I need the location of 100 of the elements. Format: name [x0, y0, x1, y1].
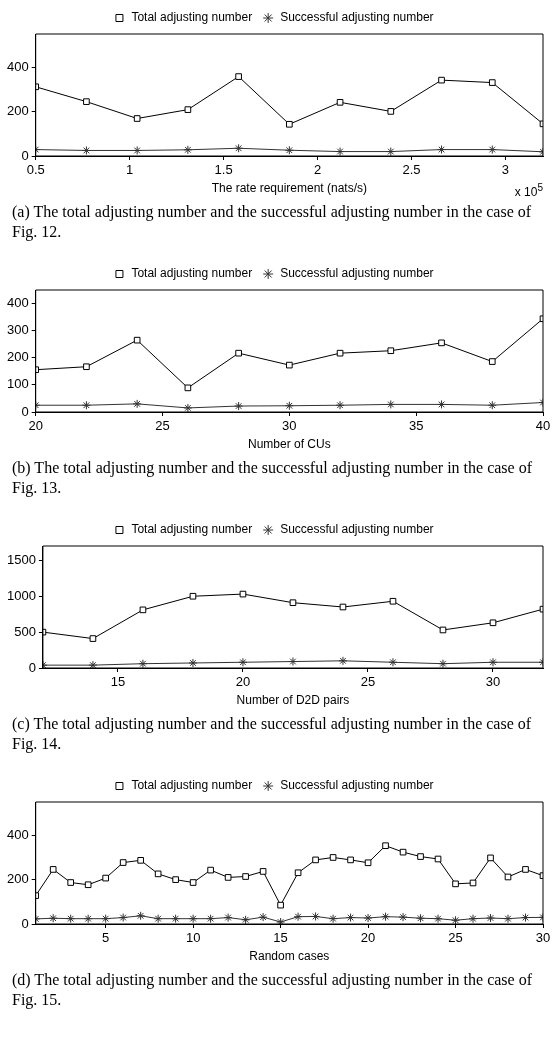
- x-tick-label: 1.5: [214, 162, 233, 178]
- point: [67, 879, 75, 886]
- x-tick-label: 2.5: [402, 162, 421, 178]
- point: [132, 399, 142, 409]
- point: [84, 881, 92, 889]
- x-tick-label: 2: [313, 162, 322, 178]
- point: [438, 339, 445, 347]
- point: [437, 145, 447, 155]
- point: [364, 859, 372, 867]
- legend-label: Total adjusting number: [131, 778, 253, 793]
- point: [119, 859, 127, 866]
- point: [346, 913, 356, 923]
- point: [289, 599, 297, 607]
- point: [189, 592, 197, 600]
- point: [452, 880, 459, 888]
- point: [399, 848, 407, 856]
- point: [347, 856, 354, 864]
- point: [101, 914, 111, 924]
- point: [386, 399, 396, 409]
- point: [469, 879, 477, 887]
- point: [286, 120, 293, 128]
- x-tick-label: 25: [360, 674, 376, 690]
- point: [286, 361, 293, 369]
- point: [89, 635, 97, 642]
- legend-label: Successful adjusting number: [280, 778, 434, 793]
- point: [439, 626, 447, 634]
- point: [288, 657, 298, 667]
- point: [294, 869, 302, 877]
- x-tick-label: 0.5: [26, 162, 45, 178]
- x-axis-title: Random cases: [249, 949, 330, 964]
- point: [468, 914, 478, 924]
- y-tick-label: 0: [21, 915, 29, 931]
- y-tick-label: 1500: [7, 551, 36, 567]
- point: [49, 866, 57, 873]
- point: [389, 597, 397, 605]
- point: [488, 79, 496, 86]
- point: [488, 358, 496, 365]
- point: [238, 657, 248, 667]
- point: [88, 660, 98, 668]
- text: x 10$^{5}$: [514, 182, 543, 199]
- point: [336, 349, 344, 357]
- x-tick-label: 3: [501, 162, 510, 178]
- point: [154, 870, 162, 878]
- y-tick-label: 100: [6, 376, 29, 392]
- x-tick-label: 40: [535, 418, 551, 434]
- point: [137, 857, 144, 864]
- point: [434, 855, 442, 863]
- point: [153, 914, 163, 924]
- point: [206, 914, 216, 924]
- legend-label: Total adjusting number: [131, 10, 253, 25]
- point: [258, 912, 268, 922]
- y-tick-label: 400: [6, 826, 29, 842]
- point: [277, 901, 284, 909]
- x-tick-label: 25: [155, 418, 170, 434]
- point: [171, 914, 181, 924]
- y-tick-label: 0: [21, 147, 29, 163]
- point: [81, 400, 91, 410]
- text: (b) The total adjusting number and the successful adjusting number in the case of Fig. 13.: [11, 458, 533, 499]
- point: [487, 145, 497, 155]
- x-tick-label: 10: [185, 930, 201, 946]
- x-tick-label: 20: [28, 418, 43, 434]
- point: [188, 914, 198, 924]
- y-tick-label: 500: [14, 623, 36, 639]
- point: [335, 400, 345, 410]
- x-axis-title: Number of CUs: [248, 437, 331, 452]
- point: [388, 657, 398, 667]
- point: [487, 854, 494, 862]
- point: [235, 73, 242, 80]
- x-tick-label: 15: [273, 930, 288, 946]
- point: [241, 915, 251, 924]
- point: [489, 619, 497, 627]
- point: [118, 913, 128, 923]
- y-tick-label: 300: [6, 322, 29, 338]
- point: [293, 912, 303, 922]
- legend-label: Total adjusting number: [131, 522, 253, 537]
- y-tick-label: 200: [6, 349, 29, 365]
- x-axis-title: The rate requirement (nats/s): [211, 181, 368, 196]
- y-tick-label: 0: [28, 659, 36, 675]
- point: [522, 866, 529, 873]
- point: [189, 879, 197, 886]
- point: [234, 401, 244, 411]
- point: [504, 873, 512, 881]
- point: [386, 147, 396, 156]
- legend-label: Total adjusting number: [131, 266, 253, 281]
- point: [363, 913, 373, 923]
- point: [184, 106, 192, 113]
- point: [451, 915, 461, 924]
- point: [139, 606, 147, 614]
- point: [311, 911, 321, 921]
- y-tick-label: 200: [6, 871, 29, 887]
- x-tick-label: 30: [535, 930, 551, 946]
- point: [183, 145, 193, 155]
- point: [521, 913, 531, 923]
- x-tick-label: 1: [126, 162, 134, 178]
- point: [172, 876, 179, 883]
- point: [133, 336, 141, 344]
- point: [83, 98, 90, 105]
- y-tick-label: 400: [6, 295, 29, 311]
- x-tick-label: 15: [110, 674, 126, 690]
- x-tick-label: 5: [102, 930, 110, 946]
